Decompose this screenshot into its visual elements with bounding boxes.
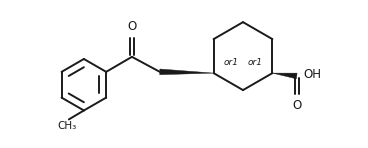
Text: or1: or1 <box>247 58 262 67</box>
Text: O: O <box>127 20 137 33</box>
Text: CH₃: CH₃ <box>57 121 77 131</box>
Polygon shape <box>160 69 213 75</box>
Text: O: O <box>292 99 301 112</box>
Text: OH: OH <box>303 68 321 81</box>
Polygon shape <box>272 73 297 79</box>
Text: or1: or1 <box>224 58 238 67</box>
